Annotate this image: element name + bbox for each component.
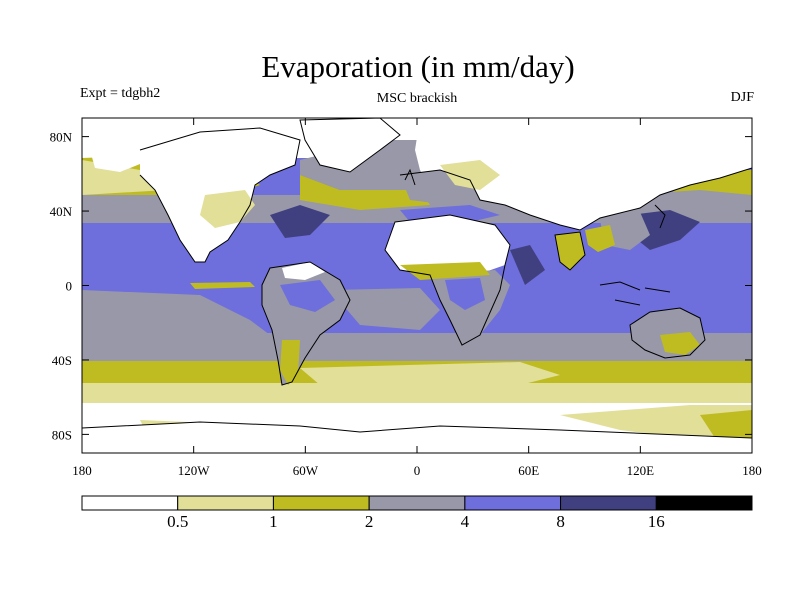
colorbar-legend: 0.5 1 2 4 8 16 xyxy=(81,495,753,531)
experiment-label: Expt = tdgbh2 xyxy=(80,86,160,101)
south-indian-light xyxy=(300,362,560,385)
land-antarctica xyxy=(82,422,752,453)
arabian-dark xyxy=(510,245,545,285)
coastline-north-america xyxy=(139,127,301,263)
coastline-eurasia xyxy=(399,167,752,231)
season-label: DJF xyxy=(731,90,755,105)
coastline-uk xyxy=(404,168,416,186)
land-east-asia-olive xyxy=(585,225,615,252)
land-alaska xyxy=(90,145,150,172)
coastline-africa xyxy=(384,214,511,346)
y-tick-label: 80N xyxy=(50,130,73,145)
coastlines xyxy=(82,118,752,439)
north-atlantic-olive-2 xyxy=(300,175,430,210)
antarctic-olive-patch xyxy=(700,410,752,440)
y-tick-label: 40S xyxy=(52,353,72,368)
coastline-india xyxy=(554,231,586,271)
coastline-antarctica xyxy=(82,421,752,439)
x-tick-label: 60E xyxy=(518,463,539,478)
land-india-olive xyxy=(555,232,585,270)
y-tick-label: 40N xyxy=(50,204,73,219)
colorbar-swatch xyxy=(368,495,466,511)
chart-title: Evaporation (in mm/day) xyxy=(261,49,574,84)
colorbar-level-label: 0.5 xyxy=(167,512,188,531)
colorbar-swatch xyxy=(655,495,753,511)
coastline-australia xyxy=(629,307,706,359)
y-tick-label: 80S xyxy=(52,427,72,442)
colorbar-swatch xyxy=(560,495,657,511)
land-australia-olive xyxy=(660,332,700,355)
map-axes: 180 120W 60W 0 60E 120E 180 80N 40N 0 40S 80S xyxy=(50,118,762,478)
band-south-light xyxy=(82,383,752,403)
subtitle-label: MSC brackish xyxy=(377,91,458,106)
x-tick-label: 60W xyxy=(293,463,319,478)
land-patagonia-olive xyxy=(280,340,300,385)
coastline-japan xyxy=(654,204,666,229)
x-tick-label: 120W xyxy=(178,463,211,478)
x-tick-label: 120E xyxy=(627,463,655,478)
colorbar-level-label: 8 xyxy=(556,512,565,531)
y-tick-label: 0 xyxy=(66,279,73,294)
gulf-stream-dark xyxy=(270,205,330,238)
kuroshio-dark xyxy=(630,210,700,250)
colorbar-level-label: 1 xyxy=(269,512,278,531)
colorbar-swatch xyxy=(177,495,274,511)
colorbar-level-label: 16 xyxy=(648,512,665,531)
colorbar-level-label: 4 xyxy=(461,512,470,531)
land-africa xyxy=(385,215,510,275)
colorbar-swatch xyxy=(81,495,179,511)
coastline-greenland xyxy=(299,118,401,173)
land-amazon-blue xyxy=(280,280,335,312)
x-tick-label: 180 xyxy=(72,463,92,478)
x-tick-label: 0 xyxy=(414,463,421,478)
equatorial-pacific-olive xyxy=(190,282,255,289)
land-greenland xyxy=(300,118,400,172)
colorbar-swatch xyxy=(272,495,370,511)
coastline-indonesia xyxy=(599,281,671,306)
coastline-south-america xyxy=(261,261,351,386)
evaporation-field xyxy=(82,118,752,453)
colorbar-level-label: 2 xyxy=(365,512,374,531)
east-atlantic-grey xyxy=(330,288,440,330)
colorbar-swatch xyxy=(464,495,562,511)
east-pacific-grey xyxy=(82,290,270,335)
land-sahel-olive xyxy=(400,262,490,280)
x-tick-label: 180 xyxy=(742,463,762,478)
land-north-america-interior-light xyxy=(200,190,255,228)
land-south-america-north-white xyxy=(282,262,325,280)
land-europe-light xyxy=(440,160,500,190)
land-congo-blue xyxy=(445,278,485,310)
land-eurasia xyxy=(415,118,752,230)
